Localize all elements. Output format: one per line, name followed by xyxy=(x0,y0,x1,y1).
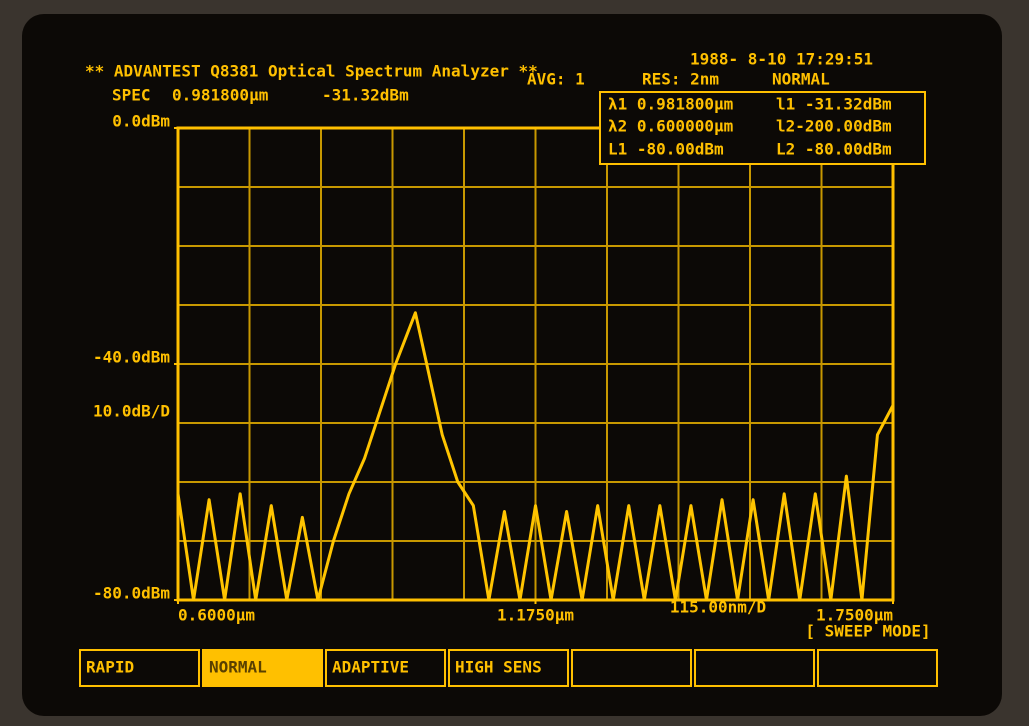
softkey-label: RAPID xyxy=(86,658,134,677)
marker-text: λ1 0.981800µm xyxy=(608,95,734,114)
resolution: RES: 2nm xyxy=(642,70,719,89)
softkey xyxy=(817,649,938,687)
y-tick-label: -40.0dBm xyxy=(93,348,170,367)
softkey xyxy=(694,649,815,687)
spec-wavelength: 0.981800µm xyxy=(172,86,269,105)
y-tick-label: -80.0dBm xyxy=(93,584,170,603)
marker-text: L1 -80.00dBm xyxy=(608,140,724,159)
marker-text: l2-200.00dBm xyxy=(776,117,892,136)
softkey-label: NORMAL xyxy=(209,658,267,677)
x-scale: 115.00nm/D xyxy=(670,598,766,617)
softkey xyxy=(325,649,446,687)
y-scale: 10.0dB/D xyxy=(93,402,170,421)
marker-text: l1 -31.32dBm xyxy=(776,95,892,114)
y-tick-label: 0.0dBm xyxy=(112,112,170,131)
x-tick-label: 1.7500µm xyxy=(816,606,893,625)
x-tick-label: 1.1750µm xyxy=(497,606,574,625)
spectrum-trace xyxy=(176,311,895,602)
softkeys: RAPID NORMAL ADAPTIVE HIGH SENS xyxy=(79,649,938,687)
softkey xyxy=(79,649,200,687)
spec-label: SPEC xyxy=(112,86,151,105)
avg: AVG: 1 xyxy=(527,70,585,89)
softkey xyxy=(571,649,692,687)
marker-text: λ2 0.600000µm xyxy=(608,117,734,136)
softkey-section: [ SWEEP MODE] xyxy=(805,622,930,641)
softkey-label: ADAPTIVE xyxy=(332,658,409,677)
mode: NORMAL xyxy=(772,70,830,89)
softkey-label: HIGH SENS xyxy=(455,658,542,677)
spec-level: -31.32dBm xyxy=(322,86,409,105)
title: ** ADVANTEST Q8381 Optical Spectrum Anal… xyxy=(85,62,538,81)
datetime: 1988- 8-10 17:29:51 xyxy=(690,50,873,69)
marker-box xyxy=(599,91,926,165)
softkey xyxy=(202,649,323,687)
marker-text: L2 -80.00dBm xyxy=(776,140,892,159)
softkey xyxy=(448,649,569,687)
x-tick-label: 0.6000µm xyxy=(178,606,255,625)
